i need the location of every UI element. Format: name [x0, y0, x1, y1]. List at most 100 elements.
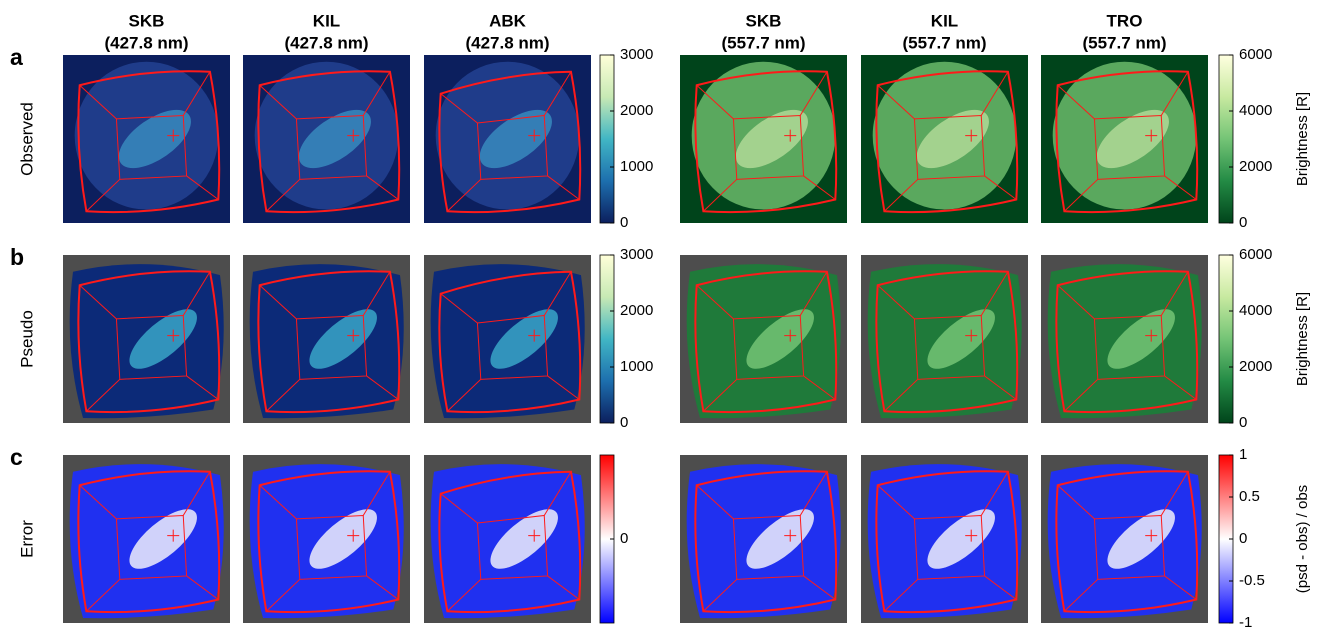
grid-edge: [259, 484, 297, 520]
grid-edge: [79, 284, 117, 320]
column-wavelength: (557.7 nm): [721, 33, 805, 52]
aurora: [298, 109, 371, 169]
grid-edge: [1064, 378, 1099, 412]
grid-edge: [186, 175, 219, 200]
aurora: [735, 109, 808, 169]
grid-edge: [799, 271, 828, 316]
grid-edge: [884, 378, 919, 412]
grid-edge: [186, 575, 219, 600]
grid-edge: [984, 575, 1017, 600]
colorbar-tick-label: 0.5: [1239, 488, 1260, 505]
grid-edge: [440, 493, 478, 524]
center-cross: [167, 129, 180, 142]
aurora: [309, 309, 377, 369]
grid-edge: [182, 71, 211, 116]
grid-edge: [266, 378, 301, 412]
grid-edge: [86, 178, 121, 212]
aurora: [1107, 509, 1175, 569]
center-cross: [784, 329, 797, 342]
grid-edge: [362, 271, 391, 316]
grid-edge: [877, 484, 915, 520]
colorbar-label: Brightness [R]: [1294, 92, 1311, 186]
aurora: [490, 509, 558, 569]
colorbar-tick-label: 2000: [1239, 158, 1272, 175]
grid-edge: [259, 284, 297, 320]
aurora: [746, 509, 814, 569]
center-cross: [347, 529, 360, 542]
colorbar-tick-label: 0: [620, 414, 628, 431]
grid-edge: [79, 84, 117, 120]
grid-edge: [366, 375, 399, 400]
center-cross: [784, 529, 797, 542]
grid-edge: [877, 84, 915, 120]
panel-letter: a: [10, 44, 23, 70]
colorbar-label: Brightness [R]: [1294, 292, 1311, 386]
grid-edge: [447, 178, 482, 212]
aurora: [490, 309, 558, 369]
grid-edge: [1064, 178, 1099, 212]
colorbar: [599, 254, 615, 424]
column-wavelength: (557.7 nm): [902, 33, 986, 52]
grid-edge: [266, 178, 301, 212]
grid-edge: [703, 178, 738, 212]
panel-letter: b: [10, 244, 24, 270]
aurora: [927, 509, 995, 569]
colorbar-tick-label: 2000: [620, 102, 653, 119]
colorbar: [1218, 54, 1234, 224]
column-wavelength: (427.8 nm): [465, 33, 549, 52]
grid-edge: [884, 578, 919, 612]
grid-edge: [1164, 175, 1197, 200]
grid-edge: [86, 578, 121, 612]
grid-edge: [366, 175, 399, 200]
center-cross: [167, 529, 180, 542]
grid-edge: [1057, 484, 1095, 520]
grid-edge: [984, 375, 1017, 400]
colorbar-tick-label: 3000: [620, 246, 653, 263]
grid-edge: [543, 71, 572, 116]
row-label: Observed: [17, 102, 36, 176]
aurora: [309, 509, 377, 569]
grid-edge: [86, 378, 121, 412]
grid-edge: [980, 71, 1009, 116]
grid-edge: [440, 93, 478, 124]
colorbar-tick-label: 6000: [1239, 46, 1272, 63]
grid-edge: [696, 484, 734, 520]
grid-edge: [1057, 84, 1095, 120]
aurora: [927, 309, 995, 369]
colorbar: [599, 54, 615, 224]
center-cross: [1145, 529, 1158, 542]
grid-edge: [1160, 471, 1189, 516]
colorbar-tick-label: 0: [1239, 414, 1247, 431]
row-label: Pseudo: [17, 310, 36, 368]
grid-edge: [803, 175, 836, 200]
grid-edge: [980, 471, 1009, 516]
grid-edge: [877, 284, 915, 320]
aurora: [479, 109, 552, 169]
column-station: SKB: [746, 11, 782, 30]
grid-edge: [980, 271, 1009, 316]
aurora: [916, 109, 989, 169]
grid-edge: [696, 84, 734, 120]
center-cross: [965, 329, 978, 342]
center-cross: [347, 329, 360, 342]
center-cross: [1145, 329, 1158, 342]
center-cross: [784, 129, 797, 142]
grid-edge: [186, 375, 219, 400]
grid-edge: [266, 578, 301, 612]
center-cross: [167, 329, 180, 342]
colorbar-tick-label: 3000: [620, 46, 653, 63]
grid-edge: [182, 271, 211, 316]
grid-edge: [803, 375, 836, 400]
grid-edge: [1064, 578, 1099, 612]
center-cross: [965, 529, 978, 542]
grid-edge: [1160, 271, 1189, 316]
grid-edge: [1164, 375, 1197, 400]
grid-edge: [259, 84, 297, 120]
center-cross: [347, 129, 360, 142]
colorbar-tick-label: 0: [1239, 214, 1247, 231]
grid-edge: [799, 471, 828, 516]
grid-edge: [182, 471, 211, 516]
center-cross: [528, 529, 541, 542]
center-cross: [965, 129, 978, 142]
